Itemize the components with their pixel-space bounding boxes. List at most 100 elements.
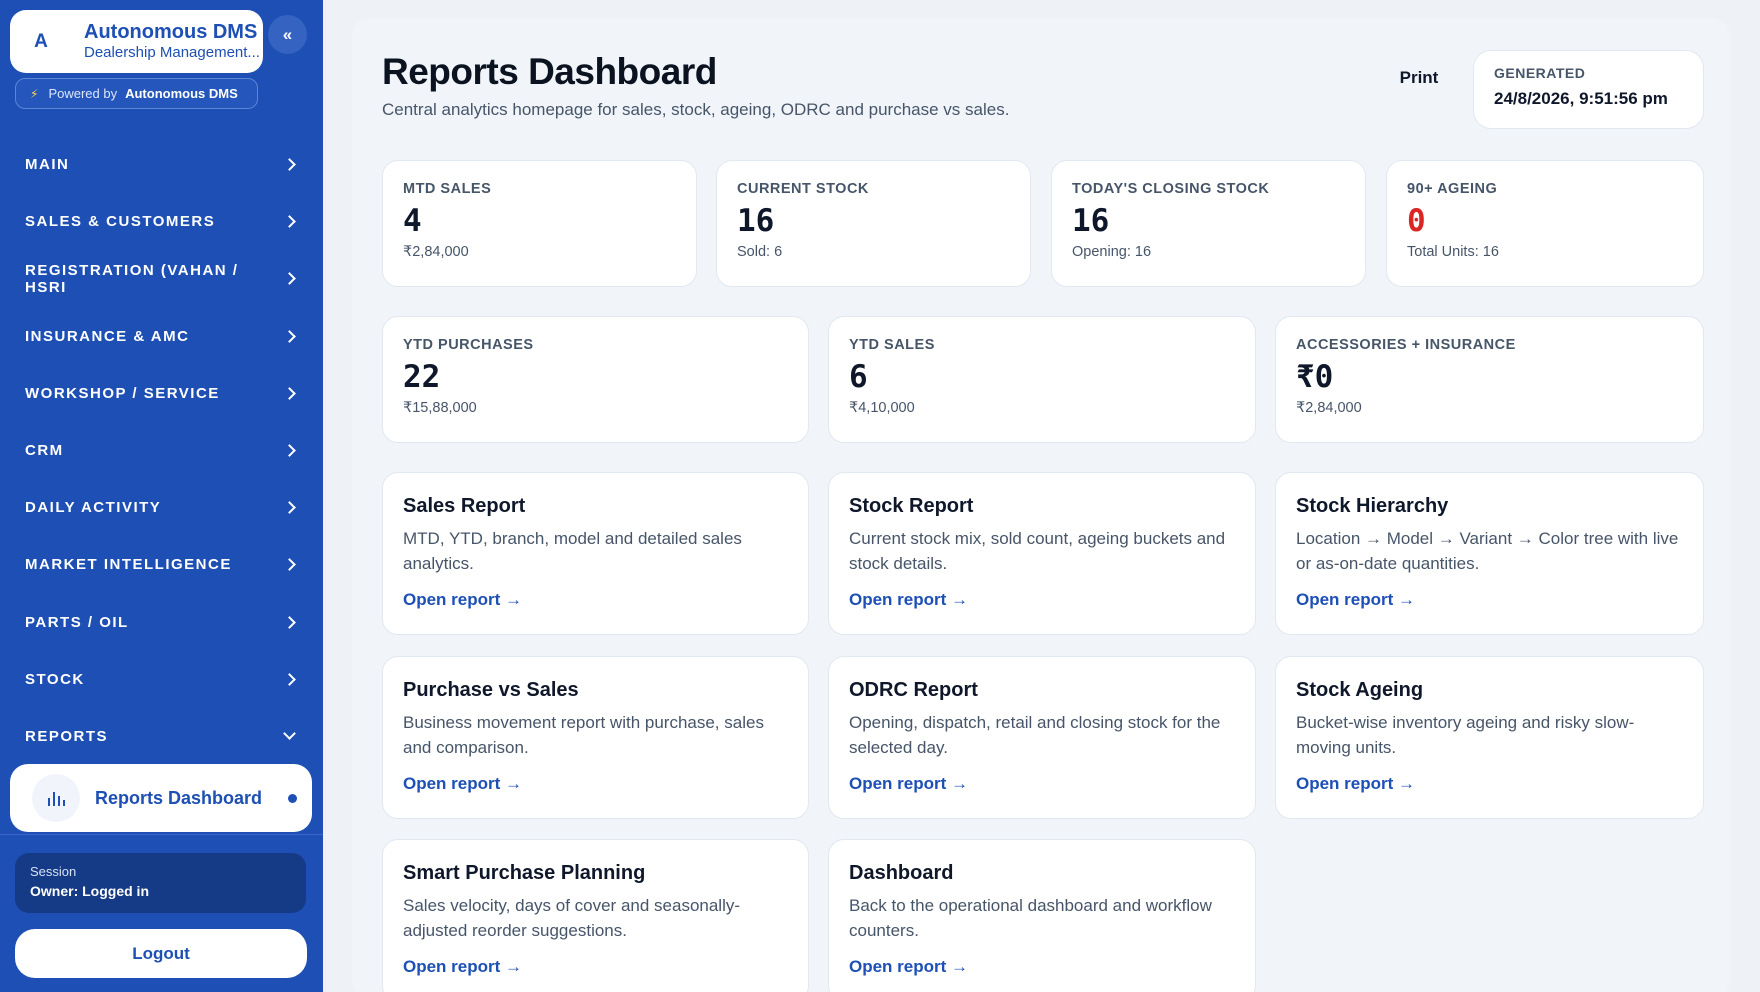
sidebar-item-daily-activity[interactable]: DAILY ACTIVITY — [0, 479, 323, 536]
generated-timestamp-card: GENERATED 24/8/2026, 9:51:56 pm — [1473, 50, 1704, 129]
stat-footnote: Total Units: 16 — [1407, 244, 1499, 260]
report-title: Purchase vs Sales — [403, 679, 579, 701]
powered-by-label: Powered by — [48, 86, 118, 101]
stat-value: 16 — [737, 203, 775, 239]
stat-value: ₹0 — [1296, 359, 1334, 395]
sidebar-item-label: INSURANCE & AMC — [25, 327, 190, 345]
chevron-right-icon — [283, 158, 296, 171]
collapse-sidebar-button[interactable]: « — [268, 15, 307, 54]
open-report-link[interactable]: Open report → — [1296, 774, 1416, 793]
chevron-right-icon — [283, 386, 296, 400]
sidebar-item-label: MAIN — [25, 156, 70, 174]
report-title: Stock Report — [849, 495, 974, 517]
brand-title: Autonomous DMS — [84, 20, 258, 43]
report-card-sales[interactable]: Sales Report MTD, YTD, branch, model and… — [382, 472, 809, 635]
logout-button[interactable]: Logout — [15, 929, 307, 978]
open-report-link[interactable]: Open report → — [849, 590, 969, 609]
open-report-link[interactable]: Open report → — [849, 957, 969, 976]
stat-value: 6 — [849, 359, 868, 395]
stat-value: 16 — [1072, 203, 1110, 239]
double-chevron-left-icon: « — [282, 24, 293, 44]
report-description: Back to the operational dashboard and wo… — [849, 896, 1212, 940]
report-card-stock-hierarchy[interactable]: Stock Hierarchy Location → Model → Varia… — [1275, 472, 1704, 635]
stat-label: TODAY'S CLOSING STOCK — [1072, 181, 1270, 197]
sidebar-item-insurance-amc[interactable]: INSURANCE & AMC — [0, 308, 323, 365]
chevron-right-icon — [283, 615, 296, 629]
session-info: Session Owner: Logged in — [15, 853, 306, 913]
stat-card-closing-stock: TODAY'S CLOSING STOCK 16 Opening: 16 — [1051, 160, 1366, 287]
sidebar-item-registration[interactable]: REGISTRATION (VAHAN / HSRI — [0, 250, 323, 307]
brand-text: Autonomous DMS Dealership Management... — [84, 21, 260, 63]
chevron-right-icon — [283, 444, 296, 457]
sidebar-item-market-intelligence[interactable]: MARKET INTELLIGENCE — [0, 536, 323, 593]
report-description: Business movement report with purchase, … — [403, 713, 764, 757]
stat-label: YTD PURCHASES — [403, 337, 534, 353]
sidebar-nav: MAIN SALES & CUSTOMERS REGISTRATION (VAH… — [0, 136, 323, 765]
sidebar-item-label: PARTS / OIL — [25, 613, 129, 631]
report-description: Sales velocity, days of cover and season… — [403, 896, 741, 940]
stat-card-mtd-sales: MTD SALES 4 ₹2,84,000 — [382, 160, 697, 287]
stat-footnote: Opening: 16 — [1072, 244, 1152, 260]
sidebar-item-crm[interactable]: CRM — [0, 422, 323, 479]
print-button[interactable]: Print — [1380, 48, 1458, 108]
brand-subtitle: Dealership Management... — [84, 43, 260, 61]
report-description: MTD, YTD, branch, model and detailed sal… — [403, 529, 742, 573]
sidebar-item-label: STOCK — [25, 670, 85, 688]
active-indicator-dot — [288, 793, 297, 803]
report-title: Smart Purchase Planning — [403, 862, 646, 884]
open-report-link[interactable]: Open report → — [403, 774, 523, 793]
stat-value: 0 — [1407, 203, 1426, 239]
report-title: Stock Ageing — [1296, 679, 1424, 701]
sidebar-item-workshop-service[interactable]: WORKSHOP / SERVICE — [0, 365, 323, 422]
chevron-right-icon — [283, 215, 296, 229]
stat-footnote: ₹2,84,000 — [403, 244, 469, 260]
sidebar-item-label: REPORTS — [25, 727, 109, 745]
report-card-dashboard[interactable]: Dashboard Back to the operational dashbo… — [828, 839, 1256, 992]
sidebar-divider — [0, 834, 323, 835]
powered-by-badge: ⚡ Powered by Autonomous DMS — [15, 78, 258, 109]
chevron-right-icon — [283, 672, 296, 686]
stat-footnote: Sold: 6 — [737, 244, 783, 260]
stat-footnote: ₹4,10,000 — [849, 400, 915, 416]
chevron-right-icon — [283, 272, 296, 286]
open-report-link[interactable]: Open report → — [1296, 590, 1416, 609]
brand-card[interactable]: A Autonomous DMS Dealership Management..… — [10, 10, 263, 73]
report-title: Dashboard — [849, 862, 954, 884]
report-card-stock[interactable]: Stock Report Current stock mix, sold cou… — [828, 472, 1256, 635]
chevron-right-icon — [283, 558, 296, 572]
report-description: Bucket-wise inventory ageing and risky s… — [1296, 713, 1635, 757]
sidebar-item-label: SALES & CUSTOMERS — [25, 213, 216, 231]
sidebar-item-label: MARKET INTELLIGENCE — [25, 556, 232, 574]
stat-label: 90+ AGEING — [1407, 181, 1498, 197]
brand-avatar: A — [34, 30, 48, 52]
stat-card-ytd-purchases: YTD PURCHASES 22 ₹15,88,000 — [382, 316, 809, 443]
sidebar: A Autonomous DMS Dealership Management..… — [0, 0, 323, 992]
report-card-odrc[interactable]: ODRC Report Opening, dispatch, retail an… — [828, 656, 1256, 819]
sidebar-subitem-reports-dashboard[interactable]: Reports Dashboard — [10, 764, 312, 832]
report-description: Current stock mix, sold count, ageing bu… — [849, 529, 1226, 573]
stat-label: ACCESSORIES + INSURANCE — [1296, 337, 1516, 353]
sidebar-item-stock[interactable]: STOCK — [0, 651, 323, 708]
report-title: Stock Hierarchy — [1296, 495, 1449, 517]
report-card-stock-ageing[interactable]: Stock Ageing Bucket-wise inventory agein… — [1275, 656, 1704, 819]
stat-label: YTD SALES — [849, 337, 935, 353]
sidebar-item-parts-oil[interactable]: PARTS / OIL — [0, 594, 323, 651]
open-report-link[interactable]: Open report → — [403, 590, 523, 609]
sidebar-item-sales-customers[interactable]: SALES & CUSTOMERS — [0, 193, 323, 250]
generated-value: 24/8/2026, 9:51:56 pm — [1494, 89, 1668, 108]
open-report-link[interactable]: Open report → — [849, 774, 969, 793]
page-subtitle: Central analytics homepage for sales, st… — [382, 100, 1010, 119]
sidebar-item-reports[interactable]: REPORTS — [0, 708, 323, 765]
open-report-link[interactable]: Open report → — [403, 957, 523, 976]
report-description: Opening, dispatch, retail and closing st… — [849, 713, 1221, 757]
sidebar-item-label: CRM — [25, 442, 64, 460]
stat-card-90-ageing: 90+ AGEING 0 Total Units: 16 — [1386, 160, 1704, 287]
stat-footnote: ₹2,84,000 — [1296, 400, 1362, 416]
powered-by-name: Autonomous DMS — [125, 86, 238, 101]
stat-label: MTD SALES — [403, 181, 492, 197]
report-card-purchase-vs-sales[interactable]: Purchase vs Sales Business movement repo… — [382, 656, 809, 819]
sidebar-item-main[interactable]: MAIN — [0, 136, 323, 193]
chevron-right-icon — [283, 501, 296, 515]
report-card-smart-purchase-planning[interactable]: Smart Purchase Planning Sales velocity, … — [382, 839, 809, 992]
report-title: Sales Report — [403, 495, 526, 517]
